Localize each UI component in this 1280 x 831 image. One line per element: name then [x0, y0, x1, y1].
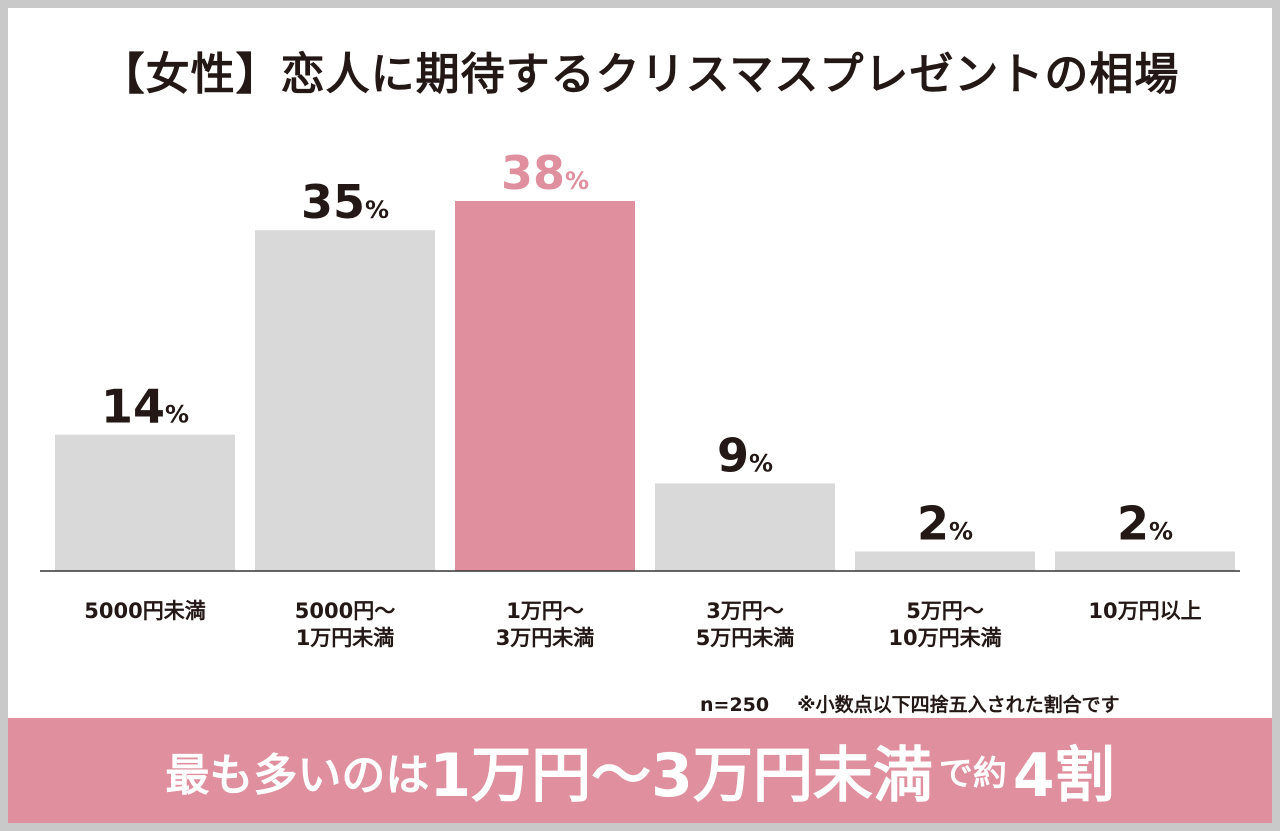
category-label-6: 10万円以上	[1088, 599, 1201, 623]
bar-4	[655, 483, 835, 571]
value-label-6: 2%	[1117, 497, 1173, 551]
rounding-note: ※小数点以下四捨五入された割合です	[797, 694, 1120, 716]
bar-3	[455, 201, 635, 571]
sample-size: n=250	[700, 694, 770, 716]
bar-5	[855, 551, 1035, 571]
category-label-5: 5万円〜 10万円未満	[888, 599, 1001, 650]
bar-2	[255, 230, 435, 572]
category-label-1: 5000円未満	[84, 599, 205, 623]
category-label-3: 1万円〜 3万円未満	[496, 599, 595, 650]
value-label-3: 38%	[501, 146, 589, 200]
banner-text-2: 1万円〜3万円未満	[429, 741, 933, 811]
value-label-4: 9%	[717, 428, 773, 482]
banner-text-3: で約	[938, 754, 1007, 794]
value-label-1: 14%	[101, 380, 189, 434]
banner-text-1: 最も多いのは	[165, 749, 430, 801]
bar-6	[1055, 551, 1235, 571]
chart-frame: 【女性】恋人に期待するクリスマスプレゼントの相場 14% 5000円未満 35% 50…	[8, 8, 1272, 823]
chart-title: 【女性】恋人に期待するクリスマスプレゼントの相場	[100, 49, 1180, 100]
value-label-2: 35%	[301, 175, 389, 229]
banner-text-4: 4割	[1012, 741, 1115, 811]
category-label-4: 3万円〜 5万円未満	[696, 599, 795, 650]
value-label-5: 2%	[917, 497, 973, 551]
footnote: n=250 ※小数点以下四捨五入された割合です	[700, 690, 1120, 717]
summary-banner: 最も多いのは 1万円〜3万円未満 で約 4割	[8, 718, 1272, 823]
category-label-2: 5000円〜 1万円未満	[295, 599, 395, 650]
bar-chart: 14% 5000円未満 35% 5000円〜 1万円未満 38% 1万円〜 3万円未満 9% 3万…	[40, 146, 1240, 650]
bar-1	[55, 434, 235, 571]
